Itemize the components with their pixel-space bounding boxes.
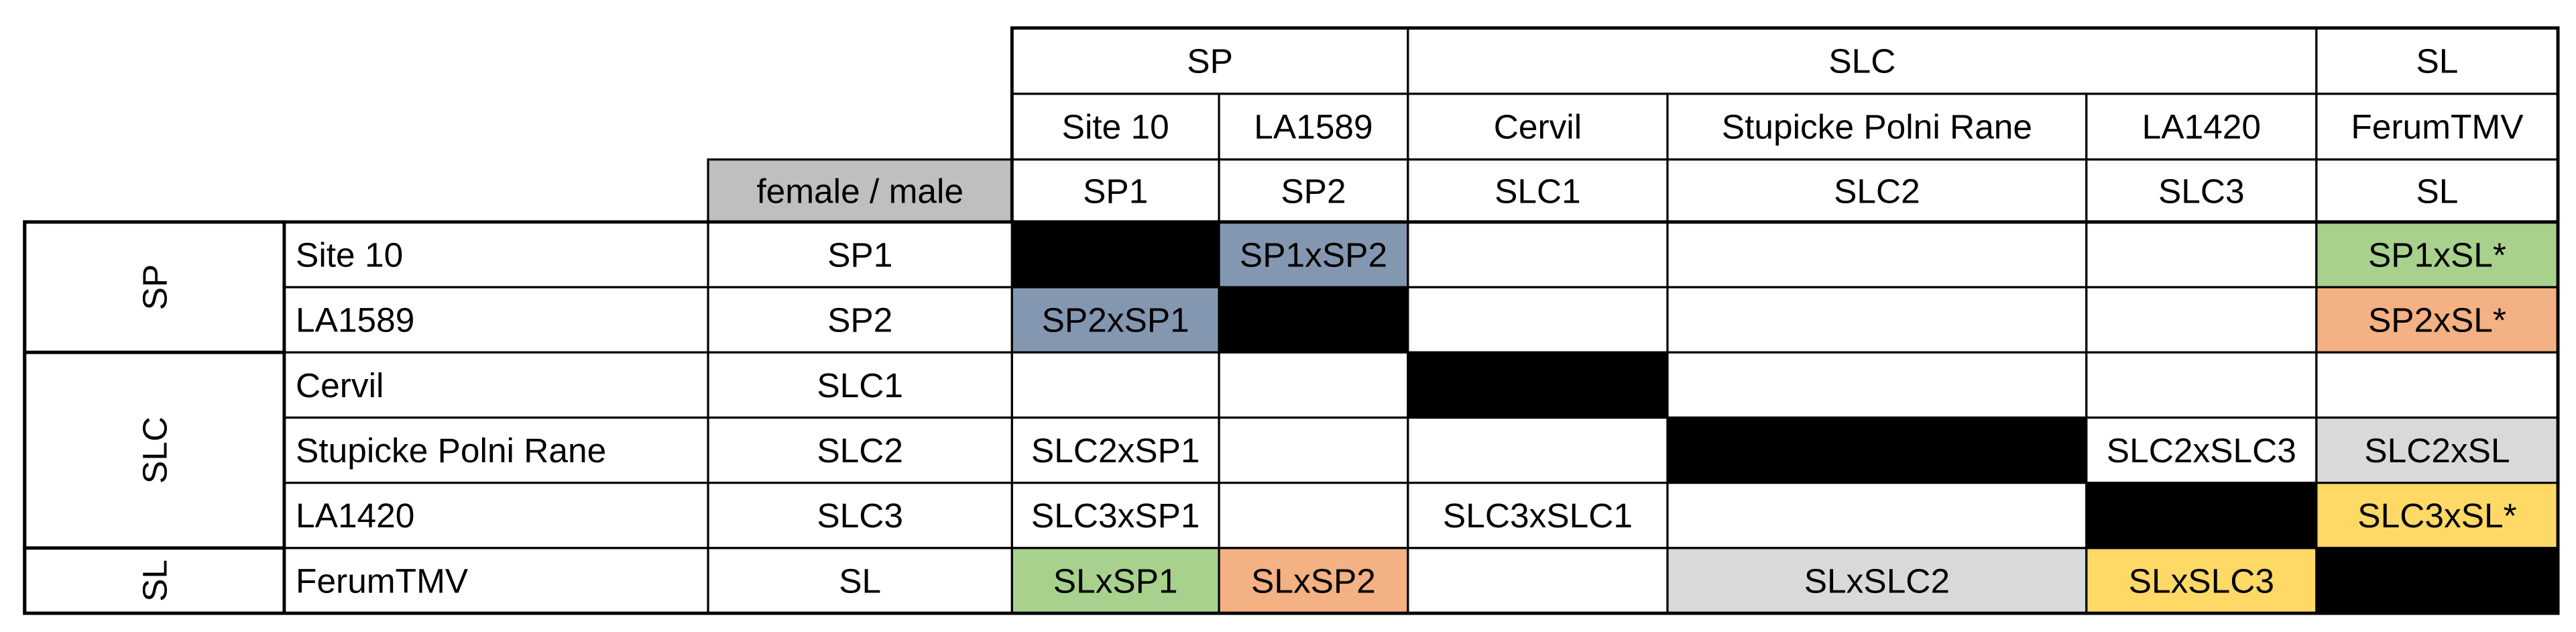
row-code: SLC1 <box>817 366 903 405</box>
cross-label: SP1xSL* <box>2368 235 2506 274</box>
accession-code: SLC1 <box>1495 171 1581 210</box>
cross-cell <box>1218 547 1409 615</box>
group-header-cell <box>1407 27 2318 95</box>
accession-name: Cervil <box>1494 107 1582 146</box>
code-cell <box>2085 158 2318 223</box>
name-cell <box>283 416 709 484</box>
cross-cell <box>1407 221 1669 288</box>
cross-cell <box>1218 286 1409 354</box>
cross-cell <box>1218 351 1409 419</box>
cross-cell <box>1218 221 1409 288</box>
cross-cell <box>1666 286 2088 354</box>
cross-cell <box>2315 482 2559 549</box>
cross-label: SP2xSP1 <box>1042 301 1189 339</box>
accession-code: SP1 <box>1083 171 1148 210</box>
row-code: SP2 <box>827 301 892 339</box>
row-group-label: SL <box>135 560 174 602</box>
cross-cell <box>2315 547 2559 615</box>
row-name: FerumTMV <box>296 561 469 600</box>
cross-cell <box>1010 286 1220 354</box>
accession-name: Site 10 <box>1062 107 1169 146</box>
accession-code: SLC2 <box>1834 171 1920 210</box>
group-label: SL <box>2416 42 2458 81</box>
cross-cell <box>1010 351 1220 419</box>
cross-label: SLC2xSP1 <box>1031 431 1200 470</box>
accession-name: Stupicke Polni Rane <box>1722 107 2032 146</box>
group-header-cell <box>2315 27 2559 95</box>
row-name: Stupicke Polni Rane <box>296 431 606 470</box>
group-cell <box>23 546 286 615</box>
cross-cell <box>1407 351 1669 419</box>
cross-cell <box>1666 221 2088 288</box>
cross-cell <box>1407 482 1669 549</box>
cross-cell <box>1010 221 1220 288</box>
cross-cell <box>1407 547 1669 615</box>
cross-label: SP1xSP2 <box>1240 235 1387 274</box>
accession-code: SP2 <box>1281 171 1346 210</box>
cross-cell <box>1218 482 1409 549</box>
row-name: Site 10 <box>296 235 403 274</box>
cross-cell <box>1407 286 1669 354</box>
row-code: SLC3 <box>817 496 903 535</box>
code-cell <box>707 221 1013 288</box>
row-code: SLC2 <box>817 431 903 470</box>
group-cell <box>23 220 286 354</box>
cross-cell <box>2085 221 2318 288</box>
cross-label: SLxSP2 <box>1251 561 1376 600</box>
accession-code: SLC3 <box>2158 171 2245 210</box>
code-cell <box>707 416 1013 484</box>
cross-cell <box>2315 351 2559 419</box>
code-cell <box>707 547 1013 615</box>
cross-cell <box>1666 547 2088 615</box>
cross-cell <box>1666 351 2088 419</box>
code-cell <box>707 286 1013 354</box>
cross-cell <box>2085 286 2318 354</box>
accession-name: LA1420 <box>2142 107 2261 146</box>
name-cell <box>283 286 709 354</box>
accession-name: FerumTMV <box>2351 107 2524 146</box>
cross-label: SLC3xSL* <box>2357 496 2516 535</box>
cross-cell <box>2085 416 2318 484</box>
cross-label: SLxSP1 <box>1053 561 1178 600</box>
row-name: LA1420 <box>296 496 414 535</box>
accession-code: SL <box>2416 171 2458 210</box>
row-code: SP1 <box>827 235 892 274</box>
codes-label-cell <box>707 158 1013 223</box>
group-cell <box>23 350 286 550</box>
row-name: Cervil <box>296 366 384 405</box>
row-name: LA1589 <box>296 301 414 339</box>
row-group-label: SP <box>135 264 174 311</box>
header-border <box>1010 26 2560 224</box>
cross-cell <box>1666 416 2088 484</box>
cross-cell <box>1666 482 2088 549</box>
cross-cell <box>2085 482 2318 549</box>
cross-cell <box>2085 351 2318 419</box>
row-group-label: SLC <box>135 417 174 484</box>
cross-label: SLC2xSL <box>2364 431 2510 470</box>
cross-cell <box>1407 416 1669 484</box>
row-code: SL <box>839 561 881 600</box>
code-cell <box>707 351 1013 419</box>
name-cell <box>283 547 709 615</box>
cross-label: SLxSLC2 <box>1804 561 1950 600</box>
accession-cell <box>1010 93 1220 161</box>
accession-name: LA1589 <box>1254 107 1372 146</box>
cross-label: SLC3xSP1 <box>1031 496 1200 535</box>
codes-label: female / male <box>756 171 963 210</box>
cross-label: SLC2xSLC3 <box>2107 431 2296 470</box>
cross-label: SLC3xSLC1 <box>1443 496 1633 535</box>
cross-label: SP2xSL* <box>2368 301 2506 339</box>
cross-label: SLxSLC3 <box>2129 561 2274 600</box>
code-cell <box>1666 158 2088 223</box>
group-label: SP <box>1187 42 1233 81</box>
group-label: SLC <box>1828 42 1895 81</box>
cross-cell <box>2315 221 2559 288</box>
code-cell <box>1407 158 1669 223</box>
cross-cell <box>1218 416 1409 484</box>
